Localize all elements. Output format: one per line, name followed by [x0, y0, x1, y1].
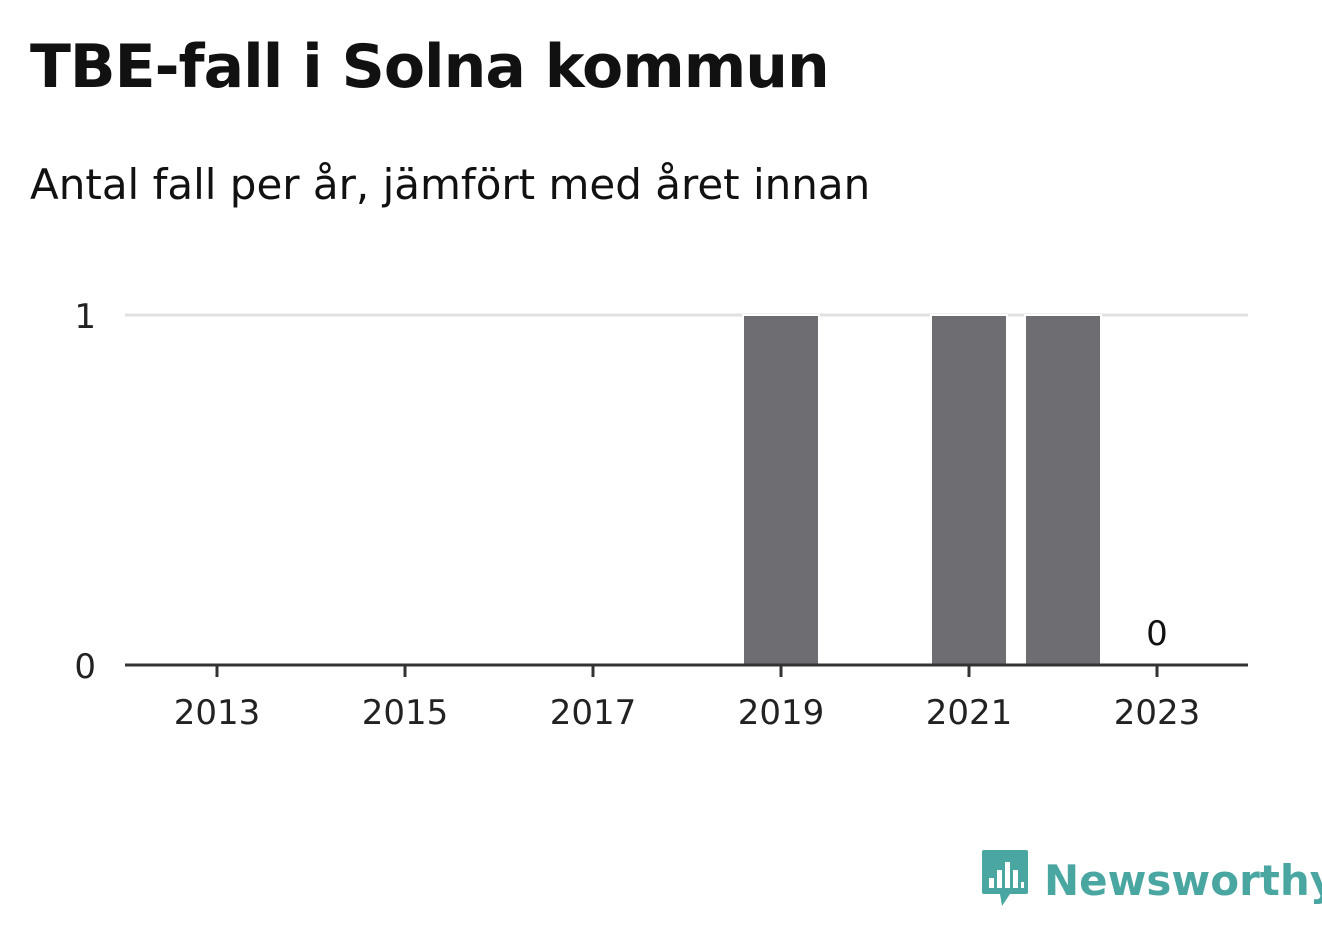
x-tick-label: 2021 — [926, 693, 1013, 733]
bar-2022 — [1024, 314, 1102, 666]
y-tick-label: 1 — [74, 297, 96, 337]
chart-subtitle: Antal fall per år, jämfört med året inna… — [30, 160, 871, 209]
x-tick-label: 2017 — [550, 693, 637, 733]
x-tick-label: 2023 — [1114, 693, 1201, 733]
brand-name: Newsworthy — [1044, 855, 1322, 905]
data-label: 0 — [1146, 614, 1168, 654]
x-tick-label: 2013 — [174, 693, 261, 733]
newsworthy-logo-icon — [982, 850, 1028, 906]
bar-2019 — [742, 314, 820, 666]
chart-title: TBE-fall i Solna kommun — [30, 32, 830, 102]
x-tick-label: 2019 — [738, 693, 825, 733]
x-tick-label: 2015 — [362, 693, 449, 733]
y-tick-label: 0 — [74, 647, 96, 687]
bar-2021 — [930, 314, 1008, 666]
newsworthy-logo: Newsworthy — [980, 848, 1322, 912]
